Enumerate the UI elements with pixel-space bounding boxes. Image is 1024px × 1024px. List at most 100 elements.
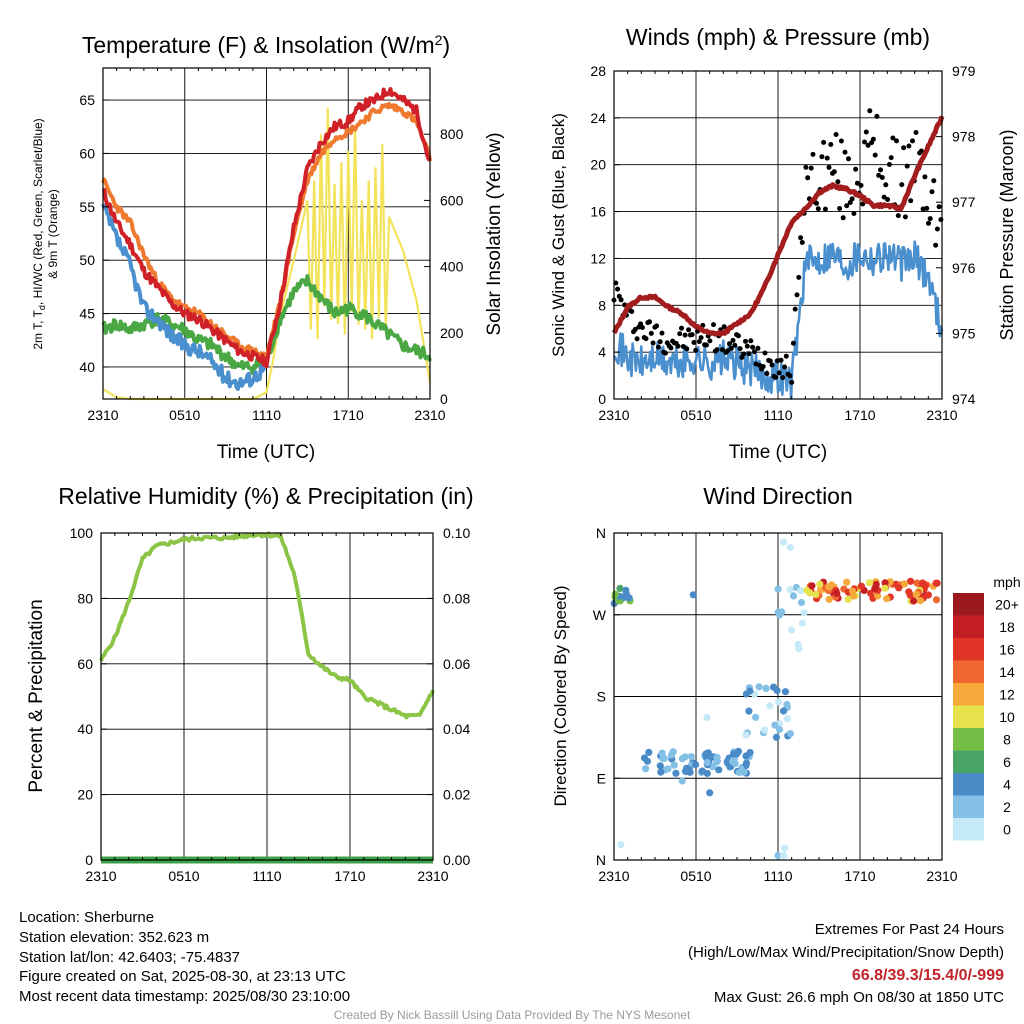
- humidity-ylabel: Percent & Precipitation: [26, 599, 47, 792]
- gust-point: [863, 129, 869, 135]
- winds-grid: [614, 71, 942, 399]
- y2-tick-label: 0.00: [443, 852, 470, 868]
- x-tick-label: 1710: [334, 868, 365, 884]
- footer-elevation: Station elevation: 352.623 m: [19, 929, 209, 946]
- gust-point: [838, 138, 844, 144]
- blue-temperature-line: [101, 203, 269, 391]
- gust-point: [814, 200, 819, 206]
- x-tick-label: 1710: [333, 407, 364, 423]
- gust-point: [693, 347, 699, 353]
- gust-point: [615, 286, 621, 292]
- gust-point: [913, 130, 919, 135]
- y-tick-label: 28: [590, 63, 606, 79]
- legend-label: 16: [999, 641, 1015, 657]
- footer-created: Figure created on Sat, 2025-08-30, at 23…: [19, 968, 346, 985]
- gust-point: [858, 182, 864, 188]
- gust-point: [815, 206, 821, 212]
- gust-point: [789, 379, 795, 385]
- gust-point: [842, 149, 848, 155]
- direction-point: [808, 582, 816, 590]
- legend-label: 20+: [995, 596, 1019, 612]
- gust-point: [895, 213, 901, 219]
- legend-label: 0: [1003, 821, 1011, 837]
- gust-point: [737, 346, 743, 352]
- gust-point: [794, 292, 800, 298]
- direction-point: [689, 591, 697, 599]
- x-tick-label: 0510: [168, 868, 199, 884]
- direction-point: [772, 733, 781, 741]
- direction-point: [692, 761, 700, 769]
- x-tick-label: 1710: [844, 868, 875, 884]
- temperature-plot-frame: [102, 67, 431, 400]
- gust-point: [872, 152, 878, 158]
- gust-point: [853, 166, 859, 172]
- winds-xlabel: Time (UTC): [729, 442, 828, 463]
- y2-tick-label: 0.02: [443, 787, 470, 803]
- direction-point: [781, 844, 789, 852]
- direction-point: [761, 726, 769, 734]
- direction-point: [871, 584, 879, 593]
- wind-direction-points: [610, 538, 941, 860]
- gust-point: [927, 216, 933, 222]
- humidity-plot-frame: [100, 532, 434, 861]
- direction-point: [910, 597, 918, 605]
- direction-point: [833, 589, 841, 598]
- extremes-subtitle: (High/Low/Max Wind/Precipitation/Snow De…: [688, 944, 1004, 961]
- gust-point: [831, 169, 837, 175]
- direction-point: [883, 595, 891, 603]
- gust-point: [686, 327, 692, 333]
- gust-point: [727, 341, 732, 347]
- x-tick-label: 2310: [598, 407, 629, 423]
- direction-point: [656, 762, 664, 770]
- gust-point: [707, 338, 713, 344]
- gust-point: [776, 370, 782, 376]
- direction-point: [770, 683, 778, 691]
- gust-point: [828, 142, 834, 147]
- gust-point: [725, 348, 731, 354]
- x-tick-label: 0510: [680, 407, 711, 423]
- direction-point: [907, 577, 915, 585]
- legend-swatch: [953, 615, 984, 638]
- direction-point: [803, 586, 811, 594]
- direction-point: [715, 766, 723, 774]
- footer-location: Location: Sherburne: [19, 909, 154, 926]
- gust-point: [910, 138, 915, 144]
- wind-direction-title: Wind Direction: [703, 483, 853, 509]
- winds-plot-frame: [613, 70, 943, 400]
- direction-point: [698, 767, 706, 775]
- direction-point: [617, 841, 625, 849]
- direction-point: [779, 851, 788, 860]
- direction-point: [844, 595, 852, 603]
- y2-tick-label: 0.04: [443, 721, 470, 737]
- direction-point: [745, 707, 753, 715]
- pressure-line: [611, 115, 945, 337]
- gust-point: [750, 344, 756, 350]
- direction-point: [874, 592, 882, 600]
- gust-point: [881, 194, 887, 200]
- direction-point: [706, 789, 714, 797]
- y2-tick-label: 200: [440, 325, 464, 341]
- direction-point: [755, 683, 763, 691]
- direction-point: [774, 851, 782, 860]
- gust-point: [851, 211, 857, 216]
- x-tick-label: 1110: [763, 407, 792, 423]
- y-tick-label: 100: [70, 525, 94, 541]
- gust-point: [799, 240, 805, 245]
- x-tick-label: 2310: [414, 407, 445, 423]
- gust-point: [677, 331, 683, 337]
- gust-point: [684, 346, 690, 352]
- direction-point: [849, 592, 858, 600]
- direction-point: [779, 707, 788, 715]
- gust-point: [846, 156, 851, 162]
- gust-point: [730, 337, 736, 343]
- svg-text:2m T, Td, HI/WC (Red, Green, S: 2m T, Td, HI/WC (Red, Green, Scarlet/Blu…: [31, 118, 47, 349]
- gust-point: [899, 182, 905, 188]
- gust-point: [696, 339, 702, 345]
- gust-point: [922, 174, 928, 180]
- gust-point: [767, 358, 773, 364]
- gust-point: [901, 145, 907, 151]
